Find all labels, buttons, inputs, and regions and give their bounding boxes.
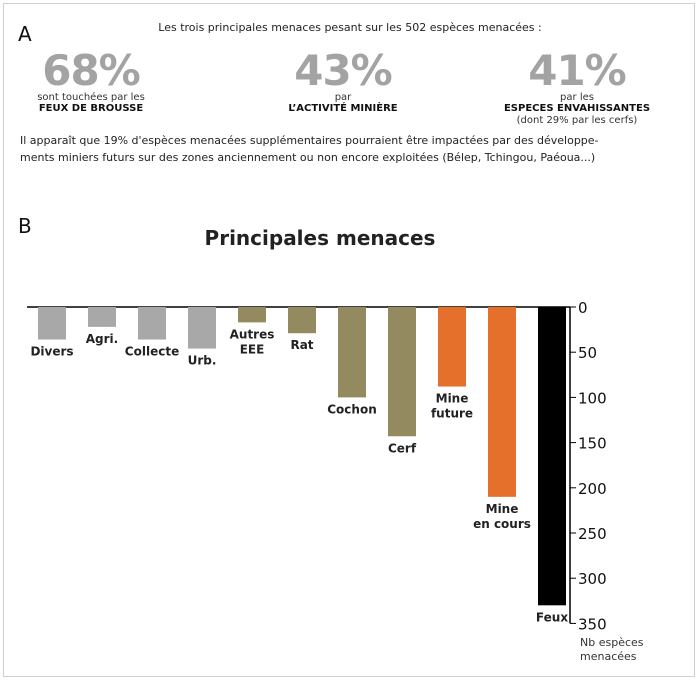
chart-title: Principales menaces	[204, 226, 436, 250]
category-label: Feux	[536, 610, 568, 624]
category-label: Rat	[290, 338, 313, 352]
stat-threat: ESPECES ENVAHISSANTES	[503, 103, 651, 114]
stat-invasives: 41% par les ESPECES ENVAHISSANTES (dont …	[482, 46, 672, 127]
stat-text: par	[334, 92, 352, 103]
y-tick-label: 50	[578, 344, 597, 362]
stat-text: par les	[560, 92, 594, 103]
y-axis-label-line: Nb espèces	[580, 636, 644, 649]
category-label: Urb.	[188, 354, 217, 368]
y-axis-label: Nb espèces menacées	[580, 636, 644, 664]
bar	[488, 307, 516, 497]
y-tick-label: 250	[578, 525, 607, 543]
y-tick-label: 150	[578, 435, 607, 453]
category-label: Collecte	[125, 345, 179, 359]
category-label: Cerf	[388, 441, 417, 455]
bar	[538, 307, 566, 606]
category-label: Mine	[436, 392, 469, 406]
bar	[188, 307, 216, 349]
bar	[338, 307, 366, 398]
stat-percentage: 43%	[294, 46, 393, 95]
y-tick-label: 0	[578, 299, 588, 317]
bar	[438, 307, 466, 387]
stat-extra: (dont 29% par les cerfs)	[516, 115, 638, 126]
y-tick-label: 300	[578, 570, 607, 588]
summary-note: Il apparaît que 19% d'espèces menacées s…	[20, 132, 680, 166]
category-label: future	[431, 407, 473, 421]
panel-label-b: B	[18, 214, 32, 238]
bar	[138, 307, 166, 340]
category-label: EEE	[240, 342, 265, 356]
bar	[38, 307, 66, 340]
category-label: Autres	[230, 327, 275, 341]
stat-mine: 43% par L’ACTIVITÉ MINIÈRE	[268, 50, 418, 115]
y-tick-label: 200	[578, 480, 607, 498]
stat-percentage: 41%	[528, 46, 627, 95]
stat-text: sont touchées par les	[37, 92, 145, 103]
figure-frame	[3, 3, 695, 677]
summary-intro: Les trois principales menaces pesant sur…	[158, 21, 542, 34]
category-label: Agri.	[86, 332, 118, 346]
bar	[88, 307, 116, 327]
category-label: en cours	[473, 517, 531, 531]
bar	[238, 307, 266, 323]
bar	[388, 307, 416, 437]
stat-threat: FEUX DE BROUSSE	[38, 103, 144, 114]
bar	[288, 307, 316, 334]
y-tick-label: 100	[578, 389, 607, 407]
category-label: Mine	[486, 502, 519, 516]
stat-percentage: 68%	[42, 46, 141, 95]
y-axis-label-line: menacées	[580, 650, 637, 663]
stat-feux: 68% sont touchées par les FEUX DE BROUSS…	[25, 50, 157, 115]
y-tick-label: 350	[578, 615, 607, 633]
panel-label-a: A	[18, 22, 32, 46]
note-line: ments miniers futurs sur des zones ancie…	[20, 151, 596, 164]
category-label: Cochon	[327, 402, 377, 416]
category-label: Divers	[30, 345, 73, 359]
stat-threat: L’ACTIVITÉ MINIÈRE	[288, 103, 398, 114]
note-line: Il apparaît que 19% d'espèces menacées s…	[20, 134, 599, 147]
